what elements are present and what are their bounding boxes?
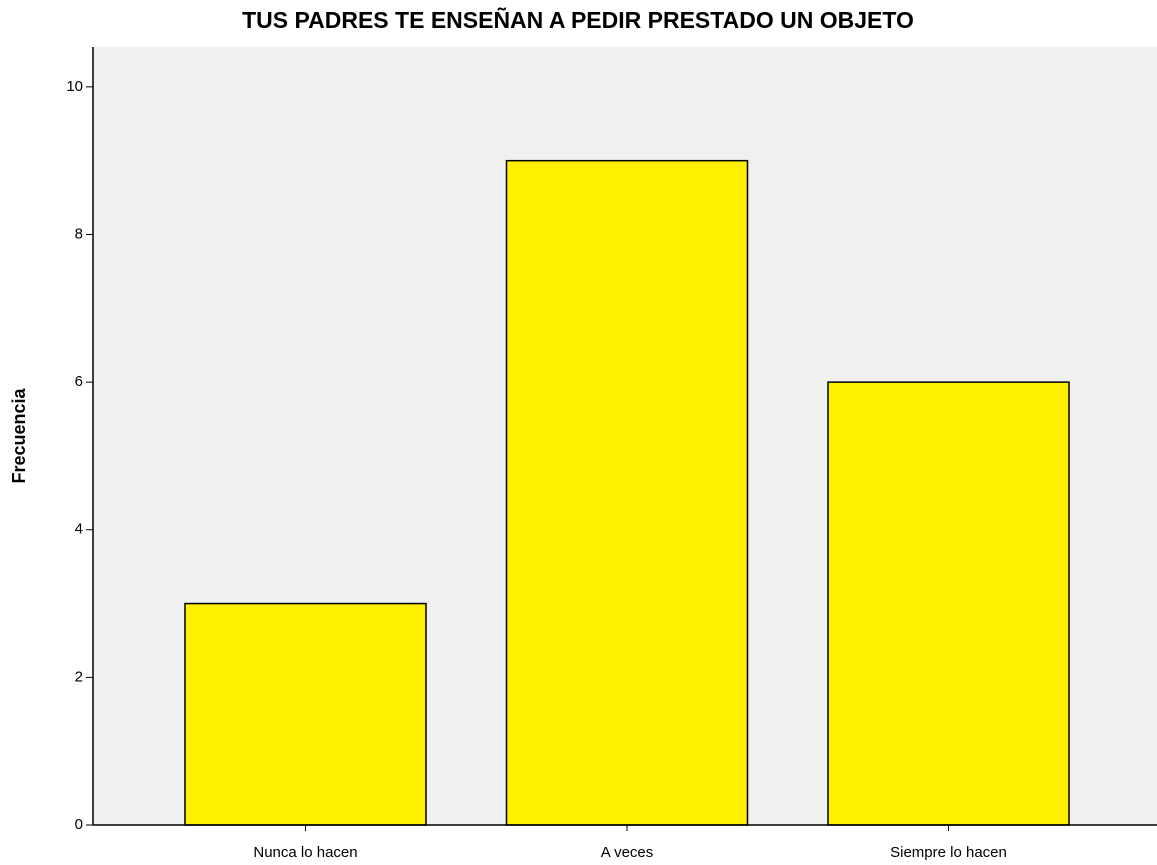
y-tick-label: 4	[75, 521, 83, 538]
bar	[505, 159, 749, 826]
x-tick-label: Siempre lo hacen	[890, 844, 1007, 861]
x-tick-label: Nunca lo hacen	[253, 844, 357, 861]
y-tick-label: 2	[75, 668, 83, 685]
chart-title: TUS PADRES TE ENSEÑAN A PEDIR PRESTADO U…	[242, 6, 914, 33]
bar	[827, 381, 1070, 826]
y-tick-label: 6	[75, 373, 83, 390]
bar	[184, 602, 427, 826]
y-axis-label: Frecuencia	[9, 387, 29, 483]
y-tick-label: 8	[75, 225, 83, 242]
y-tick-label: 10	[66, 78, 83, 95]
x-tick-label: A veces	[601, 844, 654, 861]
y-tick-label: 0	[75, 816, 83, 833]
